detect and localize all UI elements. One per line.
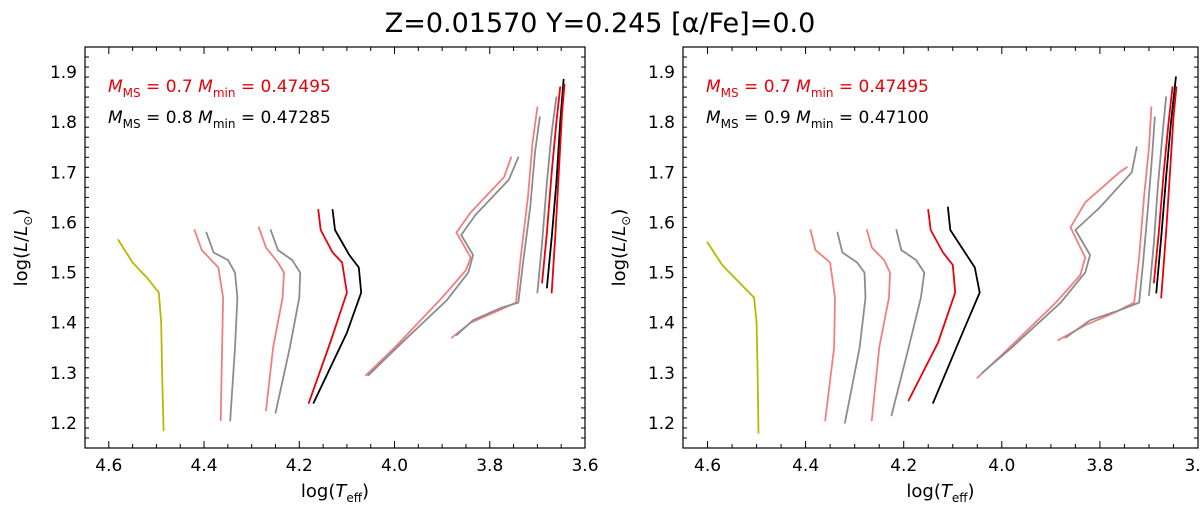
track-gray_2 xyxy=(269,229,302,414)
track-red_tip_a xyxy=(1153,86,1174,284)
track-yellow xyxy=(117,239,165,432)
y-tick-label: 1.8 xyxy=(648,113,675,133)
track-lightred_2 xyxy=(257,226,285,412)
track-lightred_1 xyxy=(809,229,836,422)
x-tick-label: 3.6 xyxy=(1184,456,1200,476)
y-axis-label: log(L/L⊙) xyxy=(11,209,35,287)
track-lightred_agb xyxy=(1057,106,1153,342)
track-lightred_agb xyxy=(450,106,539,339)
x-axis-label: log(Teff) xyxy=(301,481,369,505)
legend-entry-black: MMS = 0.9 Mmin = 0.47100 xyxy=(706,108,929,131)
x-axis-label: log(Teff) xyxy=(906,481,974,505)
y-tick-label: 1.7 xyxy=(648,163,675,183)
track-red_main xyxy=(307,208,348,404)
track-red_tip_b xyxy=(550,83,566,294)
x-tick-label: 4.4 xyxy=(191,456,218,476)
track-gray_agb xyxy=(1064,116,1156,339)
track-gray_tip xyxy=(1148,96,1167,297)
x-tick-label: 4.0 xyxy=(988,456,1015,476)
y-tick-label: 1.3 xyxy=(50,364,77,384)
track-lightred_1 xyxy=(193,229,225,422)
track-lightred_2 xyxy=(866,229,891,422)
y-tick-label: 1.9 xyxy=(648,63,675,83)
track-gray_agb xyxy=(455,116,541,337)
y-tick-label: 1.5 xyxy=(50,264,77,284)
y-tick-label: 1.7 xyxy=(50,163,77,183)
track-yellow xyxy=(706,241,760,434)
legend-entry-red: MMS = 0.7 Mmin = 0.47495 xyxy=(108,77,331,100)
x-tick-label: 4.2 xyxy=(890,456,917,476)
y-tick-label: 1.4 xyxy=(648,314,675,334)
chart-panel-right: 4.6 4.4 4.2 4.0 3.8 3.6 1.2 1.3 1.4 1.5 1.6 1.7 1.8 1… xyxy=(609,46,1200,505)
series-group xyxy=(706,76,1178,434)
series-group xyxy=(117,78,566,432)
x-tick-label: 4.6 xyxy=(694,456,721,476)
y-tick-label: 1.9 xyxy=(50,63,77,83)
track-black_main xyxy=(312,208,363,404)
figure-title: Z=0.01570 Y=0.245 [α/Fe]=0.0 xyxy=(385,8,816,39)
track-red_main xyxy=(907,208,957,402)
legend-entry-red: MMS = 0.7 Mmin = 0.47495 xyxy=(706,77,929,100)
x-tick-label: 4.2 xyxy=(286,456,313,476)
y-tick-label: 1.6 xyxy=(648,213,675,233)
chart-panel-left: 4.6 4.4 4.2 4.0 3.8 3.6 1.2 1.3 1.4 1.5 1.6 1.7 1.8 1… xyxy=(11,46,599,505)
track-lightred_rgb xyxy=(365,156,513,377)
track-black_main xyxy=(932,206,981,404)
track-gray_tip xyxy=(536,96,558,294)
track-red_tip_b xyxy=(1160,86,1178,299)
track-gray_2 xyxy=(890,229,926,417)
x-tick-label: 3.8 xyxy=(476,456,503,476)
x-tick-label: 4.4 xyxy=(792,456,819,476)
y-tick-label: 1.6 xyxy=(50,213,77,233)
y-tick-label: 1.3 xyxy=(648,364,675,384)
y-tick-label: 1.5 xyxy=(648,264,675,284)
track-black_tip xyxy=(1155,76,1177,294)
y-tick-label: 1.4 xyxy=(50,314,77,334)
y-tick-label: 1.8 xyxy=(50,113,77,133)
track-gray_1 xyxy=(205,231,239,422)
x-tick-label: 3.6 xyxy=(571,456,598,476)
track-black_tip xyxy=(546,78,565,289)
y-tick-label: 1.2 xyxy=(50,414,77,434)
track-lightred_rgb xyxy=(976,166,1128,379)
legend-entry-black: MMS = 0.8 Mmin = 0.47285 xyxy=(108,108,331,131)
track-red_tip_a xyxy=(541,86,562,284)
track-gray_rgb xyxy=(981,146,1138,374)
x-tick-label: 3.8 xyxy=(1086,456,1113,476)
track-gray_1 xyxy=(836,231,867,424)
x-tick-label: 4.6 xyxy=(95,456,122,476)
y-tick-label: 1.2 xyxy=(648,414,675,434)
y-axis-label: log(L/L⊙) xyxy=(609,209,633,287)
track-gray_rgb xyxy=(367,156,520,377)
x-tick-label: 4.0 xyxy=(381,456,408,476)
